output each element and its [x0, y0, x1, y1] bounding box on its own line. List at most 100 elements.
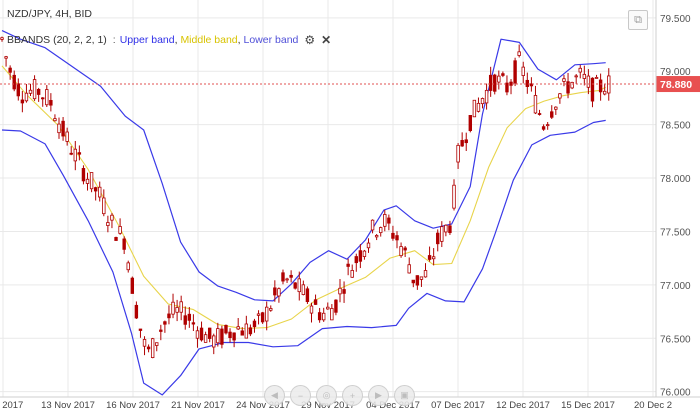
x-tick-label: 07 Dec 2017: [431, 400, 485, 411]
candle: [240, 327, 244, 336]
candle: [399, 242, 403, 258]
candle: [525, 72, 530, 94]
candle-body: [358, 250, 363, 262]
candle: [155, 342, 159, 352]
candle-body: [36, 88, 41, 95]
maximize-icon[interactable]: ⧉: [628, 10, 648, 30]
candle-body: [305, 288, 310, 303]
candle: [317, 307, 322, 323]
candle: [403, 246, 407, 258]
candle: [293, 282, 297, 290]
candle: [41, 97, 45, 107]
candle: [460, 132, 464, 147]
candle-body: [590, 77, 595, 102]
candle: [45, 85, 49, 108]
lower-band-line: [1, 119, 606, 396]
candle: [440, 221, 444, 248]
candle-body: [505, 82, 509, 93]
candle: [598, 73, 603, 101]
candle-body: [122, 238, 126, 250]
candle: [236, 318, 240, 330]
candle: [521, 61, 525, 84]
scroll-left-button[interactable]: ◀: [264, 385, 285, 406]
gear-icon[interactable]: ⚙: [304, 33, 316, 47]
candle: [354, 253, 358, 272]
candle-body: [236, 326, 240, 330]
candle: [28, 83, 33, 97]
candle: [346, 258, 350, 276]
candle-body: [501, 73, 505, 76]
chart-navigation: ◀ − ◎ + ▶ ▣: [264, 385, 415, 406]
candle: [570, 81, 574, 90]
candle-body: [383, 214, 387, 227]
y-tick-label: 78.000: [660, 174, 691, 185]
candle-body: [301, 284, 306, 295]
candle-body: [391, 232, 395, 239]
upper-band-group: [1, 30, 606, 302]
candle: [452, 179, 456, 211]
reset-button[interactable]: ◎: [316, 385, 337, 406]
candle-body: [330, 308, 334, 321]
zoom-out-icon: −: [297, 390, 304, 401]
y-tick-label: 79.500: [660, 14, 691, 25]
candle: [566, 72, 570, 99]
candle: [159, 324, 163, 341]
candle: [366, 238, 371, 253]
zoom-out-button[interactable]: −: [290, 385, 311, 406]
candle-body: [191, 322, 196, 325]
candle-body: [407, 264, 411, 274]
candle: [8, 65, 12, 80]
candle: [77, 145, 82, 161]
y-tick-label: 76.500: [660, 334, 691, 345]
candle: [488, 66, 493, 97]
candle-body: [517, 51, 521, 56]
candle: [65, 127, 69, 146]
candle: [228, 328, 232, 343]
candle: [212, 333, 216, 355]
candle-body: [212, 335, 216, 348]
y-tick-label: 79.000: [660, 67, 691, 78]
candle-body: [370, 219, 375, 231]
candle: [574, 74, 578, 84]
candle: [370, 219, 375, 234]
candle-body: [138, 328, 143, 331]
candle: [313, 294, 318, 305]
candle: [448, 220, 452, 235]
candle-body: [456, 144, 460, 163]
candle: [395, 231, 399, 249]
candle-body: [220, 328, 224, 345]
zoom-in-button[interactable]: +: [342, 385, 363, 406]
candle-body: [558, 93, 562, 99]
candle: [322, 307, 326, 322]
candle: [362, 249, 367, 260]
candle-body: [419, 276, 424, 280]
candle: [277, 287, 281, 303]
candle-body: [273, 287, 277, 296]
candle: [379, 226, 383, 237]
candle-body: [45, 89, 49, 106]
candle: [562, 74, 566, 87]
candle: [537, 109, 542, 116]
candle: [114, 236, 118, 241]
candle: [167, 305, 171, 325]
candle: [456, 143, 460, 169]
candle: [427, 246, 432, 262]
candle: [57, 117, 61, 139]
current-price-tag: [656, 76, 700, 93]
candle: [493, 73, 497, 95]
candle-body: [399, 246, 403, 257]
candle-body: [228, 331, 232, 339]
candle-body: [134, 304, 139, 319]
candle: [85, 172, 90, 191]
candle-body: [293, 282, 297, 289]
candle-body: [8, 67, 12, 73]
x-tick-label: 20 Dec 2: [634, 400, 672, 411]
fullscreen-button[interactable]: ▣: [394, 385, 415, 406]
scroll-right-button[interactable]: ▶: [368, 385, 389, 406]
candle-body: [61, 120, 65, 137]
candle-body: [277, 288, 281, 297]
candle-body: [155, 342, 159, 346]
close-icon[interactable]: ✕: [321, 33, 332, 47]
candle-body: [436, 232, 440, 245]
